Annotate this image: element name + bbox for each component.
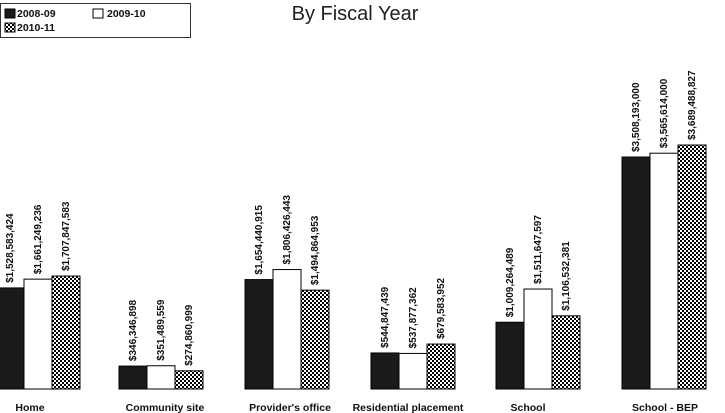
category-label-school: School <box>510 402 545 413</box>
value-label-school-2009-10: $1,511,647,597 <box>533 215 544 284</box>
category-label-home: Home <box>15 402 44 413</box>
bar-community-site-2010-11 <box>174 370 204 390</box>
chart-value-labels: $1,528,583,424 $1,661,249,236 $1,707,847,5… <box>5 70 698 366</box>
value-label-provider-s-office-2008-09: $1,654,440,915 <box>254 205 265 275</box>
value-label-community-site-2008-09: $346,346,898 <box>128 299 139 361</box>
bar-community-site-2009-10 <box>146 365 176 390</box>
legend-label-2008-09: 2008-09 <box>17 8 56 20</box>
bar-community-site-2008-09 <box>118 365 148 390</box>
value-label-school-bep-2009-10: $3,565,614,000 <box>659 78 670 148</box>
chart-category-labels: Home Community site Provider's office Resid… <box>15 402 698 413</box>
chart-title: By Fiscal Year <box>292 3 419 25</box>
bar-provider-s-office-2008-09 <box>244 279 274 390</box>
legend-swatch-2008-09 <box>4 8 16 19</box>
value-label-community-site-2009-10: $351,489,559 <box>156 299 167 361</box>
value-label-home-2010-11: $1,707,847,583 <box>61 201 72 271</box>
legend-swatch-2010-11 <box>4 22 16 33</box>
category-label-school-bep: School - BEP <box>632 402 698 413</box>
bar-school-2010-11 <box>551 315 581 390</box>
chart-bars <box>0 144 707 390</box>
value-label-provider-s-office-2010-11: $1,494,864,953 <box>310 215 321 285</box>
bar-provider-s-office-2009-10 <box>272 269 302 390</box>
value-label-school-bep-2010-11: $3,689,488,827 <box>687 70 698 140</box>
legend-label-2010-11: 2010-11 <box>17 22 55 34</box>
value-label-provider-s-office-2009-10: $1,806,426,443 <box>282 195 293 265</box>
value-label-school-2010-11: $1,106,532,381 <box>561 241 572 311</box>
bar-school-2008-09 <box>495 321 525 390</box>
value-label-residential-placement-2009-10: $537,877,362 <box>408 287 419 349</box>
category-label-residential-placement: Residential placement <box>353 402 464 413</box>
bar-residential-placement-2009-10 <box>398 352 428 390</box>
bar-home-2008-09 <box>0 287 25 390</box>
legend-label-2009-10: 2009-10 <box>107 8 146 20</box>
bar-school-bep-2009-10 <box>649 152 679 390</box>
value-label-home-2009-10: $1,661,249,236 <box>33 204 44 274</box>
value-label-school-2008-09: $1,009,264,489 <box>505 247 516 317</box>
value-label-community-site-2010-11: $274,860,999 <box>184 304 195 366</box>
bar-school-bep-2008-09 <box>621 156 651 390</box>
bar-school-2009-10 <box>523 288 553 390</box>
bar-home-2009-10 <box>23 278 53 390</box>
value-label-residential-placement-2010-11: $679,583,952 <box>436 277 447 339</box>
bar-residential-placement-2010-11 <box>426 343 456 390</box>
value-label-home-2008-09: $1,528,583,424 <box>5 213 16 283</box>
value-label-school-bep-2008-09: $3,508,193,000 <box>631 82 642 152</box>
legend-swatch-2009-10 <box>92 8 104 19</box>
bar-school-bep-2010-11 <box>677 144 707 390</box>
bar-residential-placement-2008-09 <box>370 352 400 390</box>
bar-provider-s-office-2010-11 <box>300 289 330 390</box>
category-label-community-site: Community site <box>126 402 205 413</box>
category-label-provider-s-office: Provider's office <box>249 402 331 413</box>
value-label-residential-placement-2008-09: $544,847,439 <box>380 286 391 348</box>
bar-home-2010-11 <box>51 275 81 390</box>
chart-legend: 2008-09 2009-10 2010-11 <box>0 3 191 38</box>
